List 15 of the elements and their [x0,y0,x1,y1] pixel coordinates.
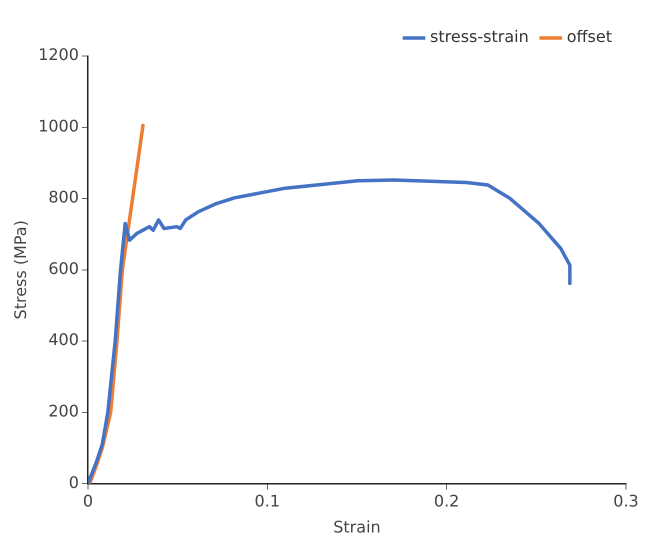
y-tick-label: 800 [48,188,79,207]
y-tick-label: 1000 [38,116,79,136]
legend-label: offset [566,27,612,46]
x-axis-title: Strain [333,518,381,537]
legend-label: stress-strain [430,27,529,46]
y-tick-label: 600 [48,258,79,278]
y-tick-label: 400 [48,330,79,350]
x-tick-label: 0.1 [254,491,280,510]
x-tick-label: 0.2 [434,491,460,510]
y-axis-title: Stress (MPa) [10,220,30,320]
y-tick-label: 0 [68,472,79,492]
x-tick-label: 0 [82,491,94,510]
y-tick-label: 1200 [38,45,79,64]
x-tick-label: 0.3 [613,491,639,510]
y-tick-label: 200 [48,401,79,420]
